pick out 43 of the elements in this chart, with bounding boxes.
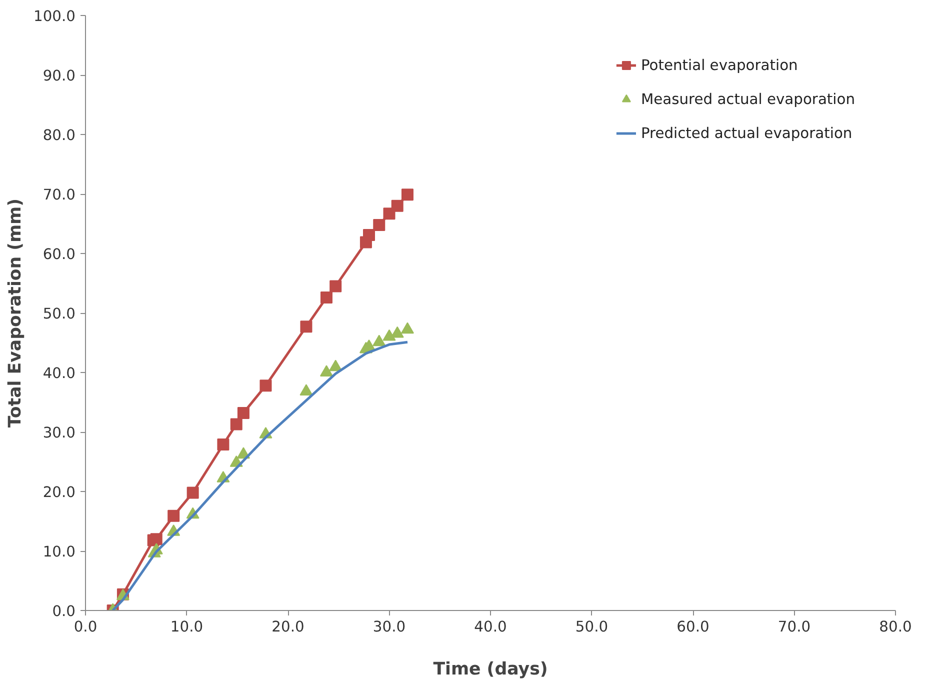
point: [382, 329, 396, 341]
point: [330, 280, 342, 292]
x-tick-label: 10.0: [170, 618, 204, 636]
point: [363, 229, 375, 242]
point: [230, 418, 242, 430]
x-tick-label: 70.0: [778, 618, 811, 636]
point: [400, 322, 414, 334]
y-tick-label: 70.0: [42, 186, 76, 204]
point: [300, 320, 312, 333]
y-tick-label: 90.0: [42, 68, 76, 84]
legend-label: Predicted actual evaporation: [640, 124, 852, 142]
x-tick-label: 30.0: [372, 618, 406, 636]
x-tick-label: 80.0: [879, 618, 912, 636]
y-tick-label: 50.0: [42, 306, 76, 322]
legend-label: Measured actual evaporation: [640, 90, 855, 108]
y-tick-label: 100.0: [34, 8, 76, 25]
point: [300, 384, 313, 396]
x-tick-label: 60.0: [676, 618, 710, 636]
x-tick-label: 20.0: [272, 618, 304, 636]
point: [390, 326, 404, 338]
x-axis-title: Time (days): [433, 660, 548, 680]
y-tick-label: 60.0: [42, 246, 76, 263]
y-tick-label: 80.0: [42, 127, 76, 144]
point: [260, 380, 272, 392]
y-tick-label: 40.0: [42, 365, 76, 382]
y-axis-title: Total Evaporation (mm): [6, 198, 26, 428]
point: [329, 360, 342, 372]
point: [320, 292, 332, 304]
point: [237, 406, 250, 419]
point: [320, 365, 333, 376]
point: [372, 334, 386, 346]
point: [401, 188, 414, 201]
point: [391, 200, 404, 212]
y-tick-label: 10.0: [42, 544, 76, 560]
point: [217, 438, 230, 450]
y-tick-label: 0.0: [52, 603, 76, 620]
x-tick-label: 0.0: [74, 618, 98, 636]
y-tick-label: 20.0: [42, 484, 76, 501]
x-tick-label: 40.0: [474, 618, 507, 636]
legend-label: Potential evaporation: [640, 56, 798, 74]
x-tick-label: 50.0: [575, 618, 608, 636]
point: [373, 218, 386, 231]
y-tick-label: 30.0: [42, 424, 76, 442]
